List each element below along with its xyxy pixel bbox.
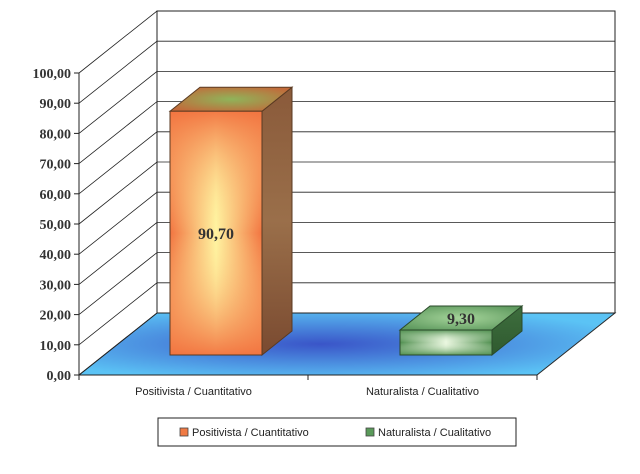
gridline (78, 282, 615, 346)
legend-swatch (179, 427, 189, 437)
data-label: 90,70 (198, 226, 234, 243)
y-tick-label: 0,00 (47, 369, 72, 384)
data-label: 9,30 (447, 311, 475, 328)
legend-box (157, 417, 517, 447)
y-tick-label: 60,00 (40, 188, 72, 203)
gridline (78, 101, 615, 164)
legend-label: Positivista / Cuantitativo (192, 427, 309, 439)
gridline (78, 161, 615, 225)
gridline (78, 221, 615, 285)
x-tick-label: Naturalista / Cualitativo (366, 386, 479, 398)
y-tick-label: 40,00 (40, 248, 72, 263)
gridline (78, 10, 615, 74)
y-tick-label: 70,00 (40, 158, 72, 173)
bar-front-glow (399, 329, 493, 356)
chart-floor (77, 312, 617, 376)
legend-swatch (365, 427, 375, 437)
y-tick-label: 30,00 (40, 278, 72, 293)
bar-front-glow (169, 110, 263, 356)
y-tick-label: 10,00 (40, 339, 72, 354)
legend-item-2: Naturalista / Cualitativo (365, 427, 491, 439)
legend-label: Naturalista / Cualitativo (378, 427, 491, 439)
x-tick-label: Positivista / Cuantitativo (135, 386, 252, 398)
bar-2 (398, 304, 524, 357)
y-tick-label: 90,00 (40, 97, 72, 112)
gridline (78, 40, 615, 104)
bar-1 (168, 86, 294, 357)
y-tick-label: 80,00 (40, 127, 72, 142)
gridline (78, 191, 615, 255)
gridline (78, 131, 615, 195)
y-tick-label: 100,00 (33, 67, 72, 82)
bar-side-face (261, 86, 293, 357)
y-tick-label: 20,00 (40, 309, 72, 324)
gridline (78, 71, 615, 134)
legend-item-1: Positivista / Cuantitativo (179, 427, 309, 439)
gridline (78, 252, 615, 315)
y-tick-label: 50,00 (40, 218, 72, 233)
